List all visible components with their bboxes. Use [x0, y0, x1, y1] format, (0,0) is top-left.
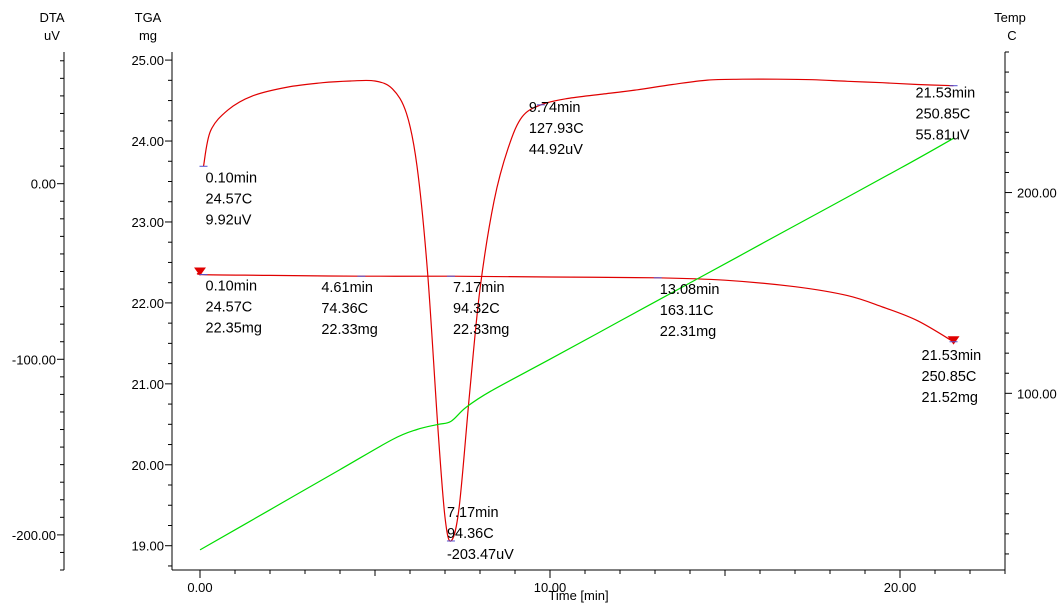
dta-curve [202, 78, 954, 542]
annotation-label: 94.36C [447, 526, 494, 542]
temp-curve [199, 137, 954, 551]
dta-tick-label: -200.00 [12, 528, 56, 543]
x-tick-label: 10.00 [534, 580, 567, 595]
annotation-label: 0.10min [206, 279, 258, 295]
curves [196, 78, 954, 551]
x-tick-label: 20.00 [884, 580, 917, 595]
annotation-label: 44.92uV [529, 142, 583, 158]
tga-tick-label: 20.00 [131, 458, 164, 473]
dta-tick-label: -100.00 [12, 352, 56, 367]
annotation-label: 22.31mg [660, 324, 716, 340]
tga-tick-label: 25.00 [131, 53, 164, 68]
tga-curve [196, 272, 954, 343]
tga-tick-label: 19.00 [131, 539, 164, 554]
temp-tick-label: 200.00 [1017, 186, 1057, 201]
temp-axis-title: Temp [994, 10, 1026, 25]
annotations: 0.10min 24.57C 9.92uV 9.74min 127.93C 44.92uV… [206, 86, 982, 563]
tga-axis-unit: mg [139, 28, 157, 43]
x-tick-label: 0.00 [187, 580, 212, 595]
annotation-label: 9.92uV [206, 212, 252, 228]
dta-axis-title: DTA [39, 10, 64, 25]
tga-tick-label: 21.00 [131, 377, 164, 392]
annotation-label: 163.11C [660, 303, 714, 319]
annotation-label: 7.17min [447, 505, 499, 521]
annotation-label: 250.85C [922, 369, 977, 385]
annotation-label: 127.93C [529, 121, 584, 137]
tga-tick-label: 22.00 [131, 296, 164, 311]
annotation-label: 94.32C [453, 301, 500, 317]
temp-axis-unit: C [1007, 28, 1016, 43]
annotation-label: 21.53min [922, 348, 982, 364]
annotation-label: 22.35mg [206, 321, 262, 337]
annotation-label: 22.33mg [453, 322, 509, 338]
tga-marker [947, 336, 960, 345]
temp-tick-label: 100.00 [1017, 386, 1057, 401]
annotation-label: 24.57C [206, 191, 253, 207]
axes: 0.00 10.00 20.00 Time [min] 0.00 -100.00 -200.… [12, 10, 1057, 603]
annotation-label: 0.10min [206, 170, 258, 186]
tga-marker [194, 267, 206, 276]
annotation-label: 7.17min [453, 280, 505, 296]
annotation-label: 21.52mg [922, 390, 978, 406]
tga-tick-label: 23.00 [131, 215, 164, 230]
annotation-label: -203.47uV [447, 547, 514, 563]
tga-axis-title: TGA [135, 10, 162, 25]
annotation-label: 24.57C [206, 300, 253, 316]
annotation-label: 250.85C [916, 107, 971, 123]
markers [194, 85, 960, 542]
dta-axis-unit: uV [44, 28, 60, 43]
annotation-label: 21.53min [916, 86, 976, 102]
annotation-label: 4.61min [321, 280, 373, 296]
dta-tick-label: 0.00 [31, 177, 56, 192]
annotation-label: 22.33mg [321, 322, 377, 338]
annotation-label: 9.74min [529, 100, 581, 116]
x-axis-title: Time [min] [548, 588, 608, 603]
annotation-label: 55.81uV [916, 128, 970, 144]
annotation-label: 74.36C [321, 301, 368, 317]
plot-frame [63, 52, 1006, 571]
annotation-label: 13.08min [660, 282, 720, 298]
tga-tick-label: 24.00 [131, 134, 164, 149]
